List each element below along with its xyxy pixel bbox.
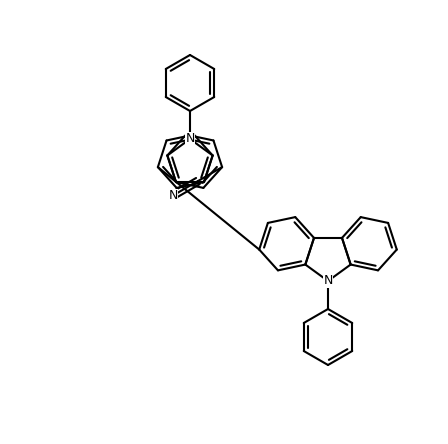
Text: N: N — [323, 274, 333, 288]
Text: N: N — [185, 132, 195, 146]
Text: N: N — [169, 189, 178, 202]
